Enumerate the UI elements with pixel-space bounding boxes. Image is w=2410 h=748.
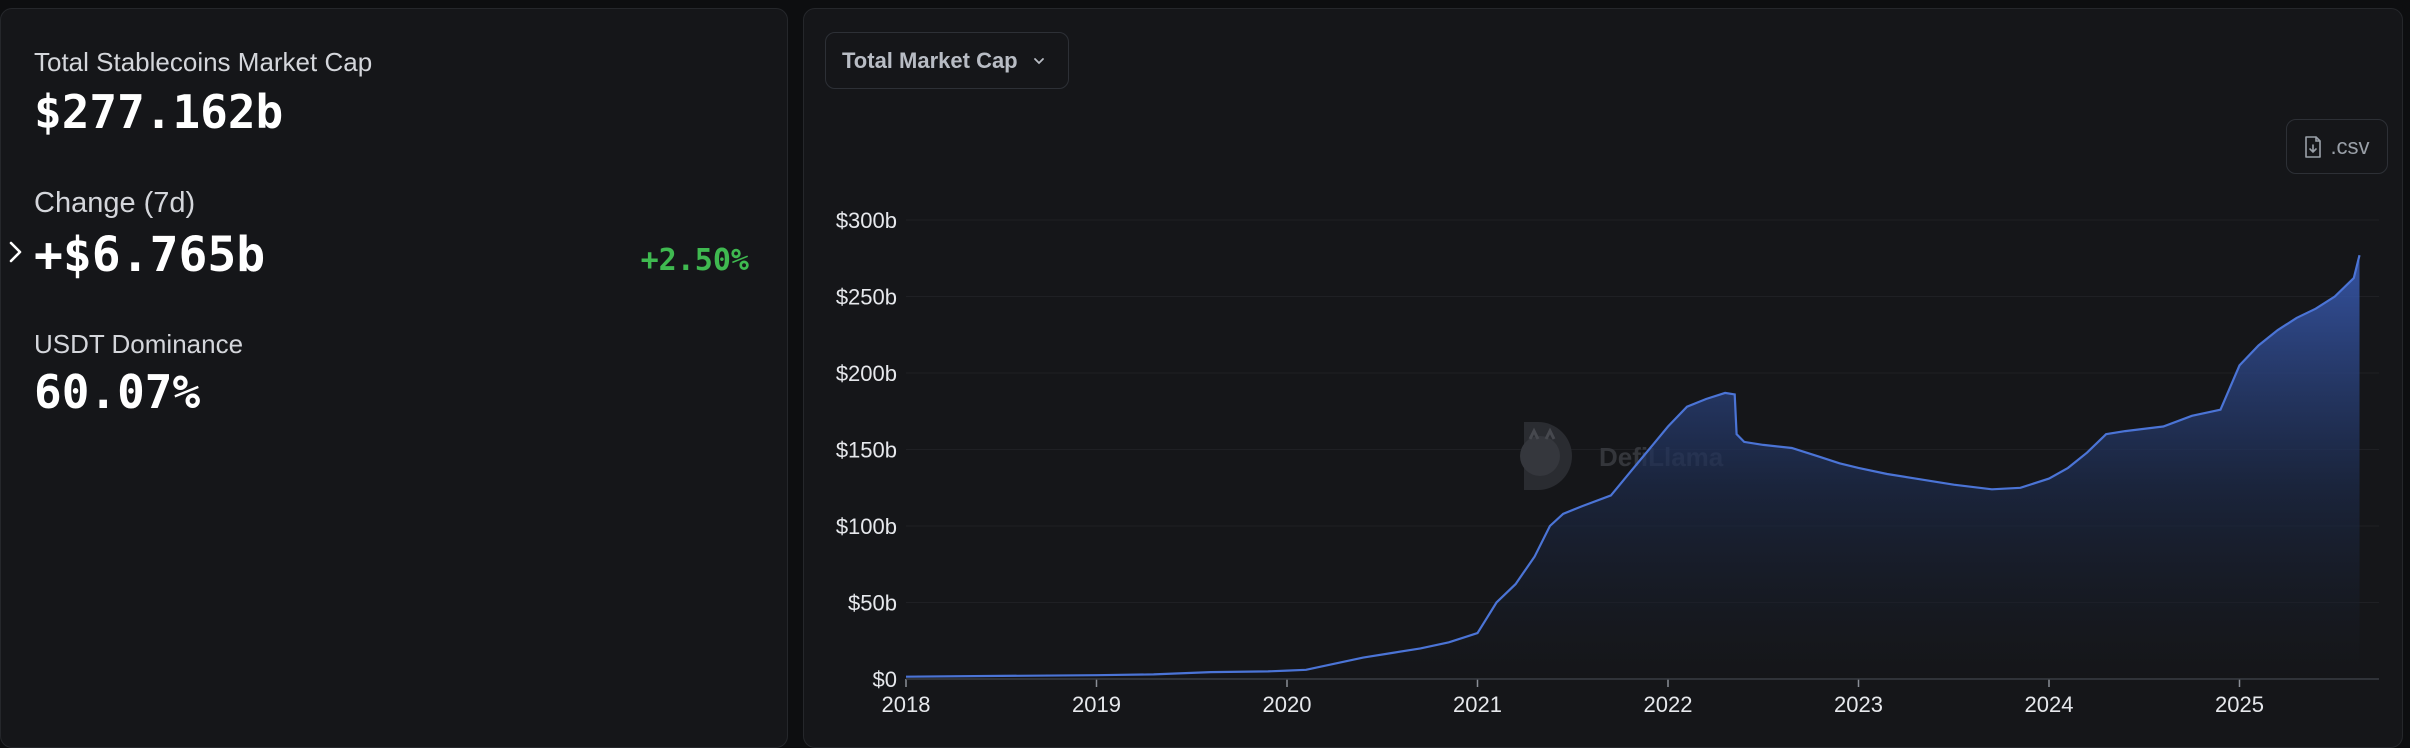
- y-tick-label: $150b: [836, 438, 897, 463]
- metric-select-value: Total Market Cap: [842, 47, 1018, 73]
- market-cap-area: [906, 255, 2360, 679]
- x-tick-label: 2020: [1263, 692, 1312, 717]
- y-tick-label: $200b: [836, 361, 897, 386]
- market-cap-line: [905, 254, 2361, 678]
- file-download-icon: [2305, 135, 2322, 158]
- market-cap-value: $277.162b: [34, 85, 284, 139]
- y-tick-label: $0: [873, 667, 897, 692]
- y-tick-label: $100b: [836, 514, 897, 539]
- x-tick-label: 2022: [1644, 692, 1693, 717]
- chart-panel: Total Market Cap .csv $0 $50b $100b $150b $2…: [803, 8, 2403, 748]
- chevron-down-icon: [1033, 57, 1044, 64]
- change-7d-percent: +2.50%: [640, 243, 749, 278]
- x-tick-label: 2018: [882, 692, 931, 717]
- change-7d-value: +$6.765b: [34, 227, 266, 283]
- summary-panel: Total Stablecoins Market Cap $277.162b C…: [0, 8, 788, 748]
- x-tick-label: 2023: [1834, 692, 1883, 717]
- x-tick-label: 2024: [2025, 692, 2074, 717]
- y-tick-label: $250b: [836, 285, 897, 310]
- download-csv-button[interactable]: .csv: [2286, 119, 2388, 174]
- market-cap-label: Total Stablecoins Market Cap: [34, 47, 373, 77]
- csv-label: .csv: [2330, 133, 2370, 159]
- market-cap-chart: $0 $50b $100b $150b $200b $250b $300b 2018 2019…: [836, 208, 2379, 717]
- chevron-right-icon[interactable]: [5, 239, 27, 265]
- x-tick-label: 2019: [1072, 692, 1121, 717]
- metric-select[interactable]: Total Market Cap: [825, 32, 1069, 89]
- llama-logo-icon: [1520, 422, 1572, 490]
- x-tick-label: 2021: [1453, 692, 1502, 717]
- usdt-dominance-value: 60.07%: [34, 365, 201, 419]
- x-tick-label: 2025: [2215, 692, 2264, 717]
- change-7d-label: Change (7d): [34, 187, 196, 219]
- usdt-dominance-label: USDT Dominance: [34, 329, 244, 359]
- y-tick-label: $50b: [848, 591, 897, 616]
- y-tick-label: $300b: [836, 208, 897, 233]
